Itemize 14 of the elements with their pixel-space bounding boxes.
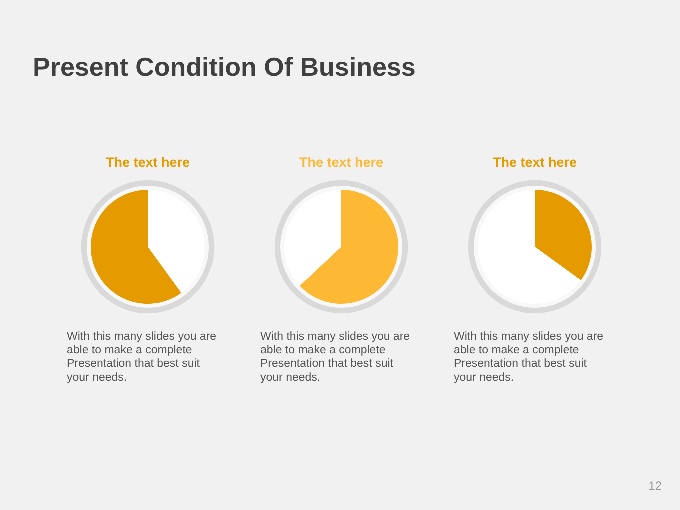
chart-title: The text here [106,155,190,170]
chart-title: The text here [299,155,384,170]
text: With this many slides you are able to make a complete Presentation that best suit your needs. [454,331,604,384]
text: 12 [648,479,662,493]
pie-slice [148,190,205,294]
text: With this many slides you are able to make a complete Presentation that best suit your needs. [67,331,217,384]
chart-title: The text here [492,155,578,170]
pie-slice [535,190,592,281]
pie-slice [478,190,582,304]
text: Present Condition Of Business [33,52,416,82]
text: With this many slides you are able to make a complete Presentation that best suit your needs. [260,331,410,384]
pie-slice [91,190,182,304]
pie-slice [284,190,342,286]
pie-slice [300,190,398,304]
